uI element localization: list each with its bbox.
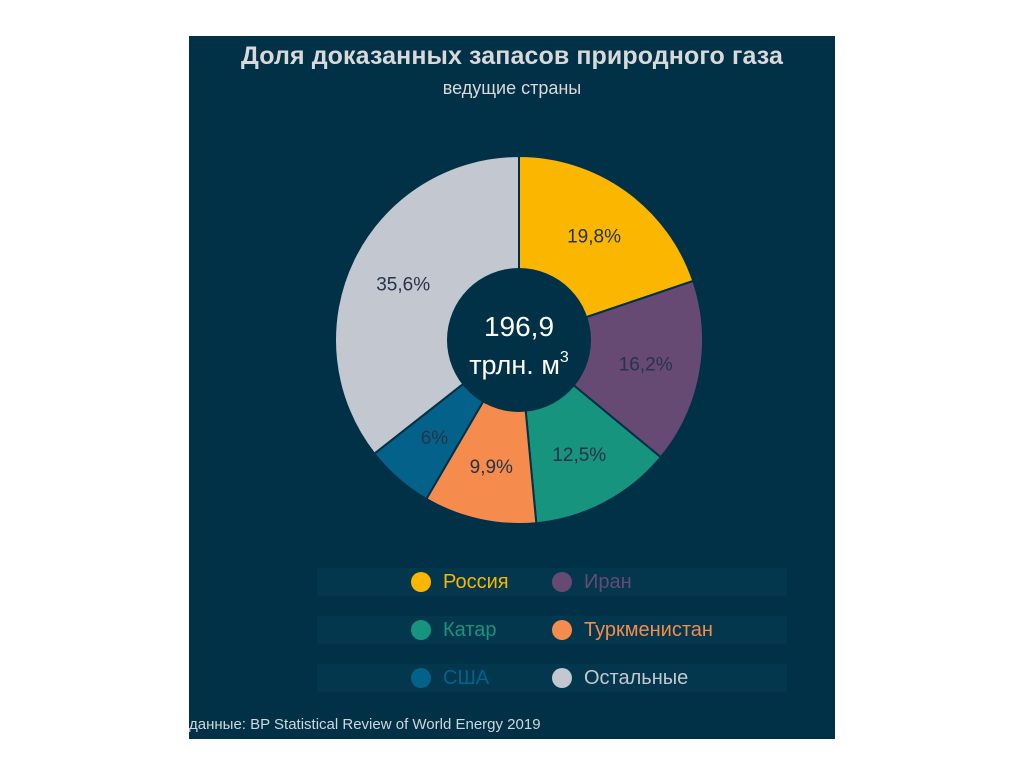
chart-panel: Доля доказанных запасов природного газа … (189, 36, 835, 739)
source-note: данные: BP Statistical Review of World E… (189, 716, 541, 733)
legend-item: Россия (411, 569, 509, 595)
center-value: 196,9 (484, 311, 554, 342)
slice-label-5: 35,6% (376, 275, 430, 296)
legend-label: Россия (443, 570, 509, 593)
legend-label: Иран (584, 570, 632, 593)
legend-swatch (411, 620, 431, 640)
legend-item: Катар (411, 617, 497, 643)
legend-label: Туркменистан (584, 618, 713, 641)
slice-label-1: 16,2% (619, 354, 673, 375)
legend-swatch (411, 572, 431, 592)
legend-label: Катар (443, 618, 497, 641)
legend-swatch (552, 572, 572, 592)
legend-item: Туркменистан (552, 617, 713, 643)
donut-chart: 19,8% 16,2% 12,5% 9,9% 6% 35,6% 196,9 трлн. м3 (334, 154, 704, 525)
slice-label-4: 6% (421, 428, 449, 449)
legend-item: Иран (552, 569, 632, 595)
legend-swatch (552, 668, 572, 688)
slice-label-0: 19,8% (567, 226, 621, 247)
slice-label-2: 12,5% (552, 445, 606, 466)
legend-item: США (411, 665, 489, 691)
slice-5 (334, 154, 520, 456)
center-unit: трлн. м3 (469, 349, 569, 380)
legend-label: США (443, 666, 490, 689)
legend-label: Остальные (584, 666, 689, 689)
legend-swatch (552, 620, 572, 640)
chart-title: Доля доказанных запасов природного газа (241, 42, 783, 70)
slice-label-3: 9,9% (470, 457, 513, 478)
donut-center (447, 268, 591, 412)
legend-swatch (411, 668, 431, 688)
chart-subtitle: ведущие страны (442, 78, 582, 98)
legend-item: Остальные (552, 665, 688, 691)
